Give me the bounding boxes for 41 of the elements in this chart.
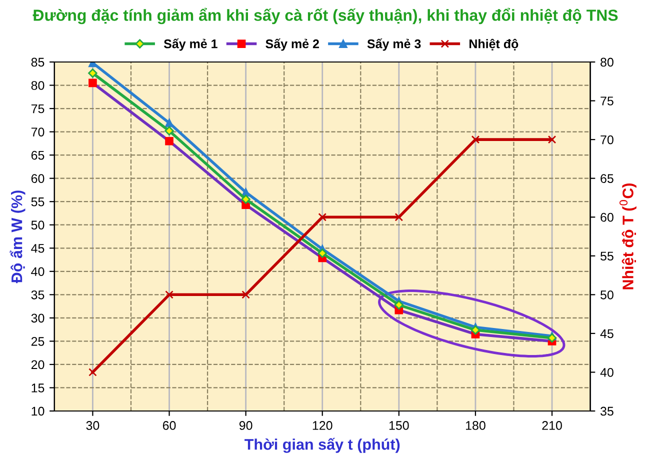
y-tick-label: 85: [31, 58, 44, 67]
y2-axis-title: Nhiệt độ T ($^{0}$C): [619, 184, 636, 290]
x-tick-label: 180: [466, 421, 486, 430]
y-tick-label: 65: [31, 150, 44, 160]
y2-tick-label: 50: [600, 290, 614, 300]
y2-tick-label: 40: [600, 368, 614, 377]
y2-tick-label: 60: [600, 212, 614, 222]
y-tick-label: 30: [31, 314, 44, 323]
y2-tick-label: 80: [600, 58, 614, 67]
y-tick-label: 55: [31, 198, 44, 206]
y2-tick-label: 55: [600, 252, 614, 261]
y2-tick-label: 35: [600, 406, 614, 416]
x-tick-label: 90: [239, 421, 252, 430]
y-tick-label: 75: [31, 104, 44, 114]
legend-label: Nhiệt độ: [470, 38, 518, 50]
x-tick-label: 150: [389, 421, 409, 430]
legend-label: Sấy mẻ 2: [266, 38, 319, 51]
y2-tick-label: 70: [600, 135, 614, 144]
y-tick-label: 60: [31, 174, 44, 183]
y-tick-label: 15: [32, 384, 44, 392]
y2-tick-label: 65: [600, 174, 614, 183]
x-tick-label: 60: [162, 421, 176, 430]
y-axis-title: Độ ẩm W (%): [10, 190, 26, 284]
y-tick-label: 25: [31, 337, 44, 346]
x-tick-label: 210: [542, 421, 562, 430]
legend-label: Sấy mẻ 1: [164, 38, 218, 51]
x-axis-title: Thời gian sấy t (phút): [244, 438, 400, 453]
y-tick-label: 20: [31, 360, 44, 370]
chart-title: Đường đặc tính giảm ẩm khi sấy cà rốt (sấy thuận), khi thay đổi nhiệt độ TNS: [32, 8, 618, 24]
y-tick-label: 50: [31, 220, 44, 230]
y-tick-label: 10: [32, 406, 44, 416]
x-tick-label: 120: [312, 421, 332, 430]
y-tick-label: 45: [31, 244, 44, 253]
y-tick-label: 70: [31, 128, 44, 136]
y-tick-label: 35: [31, 290, 44, 300]
y-tick-label: 40: [31, 267, 44, 276]
x-tick-label: 30: [86, 421, 100, 430]
y2-tick-label: 45: [600, 329, 614, 338]
legend-label: Sấy mẻ 3: [367, 38, 421, 51]
y2-tick-label: 75: [600, 96, 614, 106]
y-tick-label: 80: [31, 81, 44, 90]
